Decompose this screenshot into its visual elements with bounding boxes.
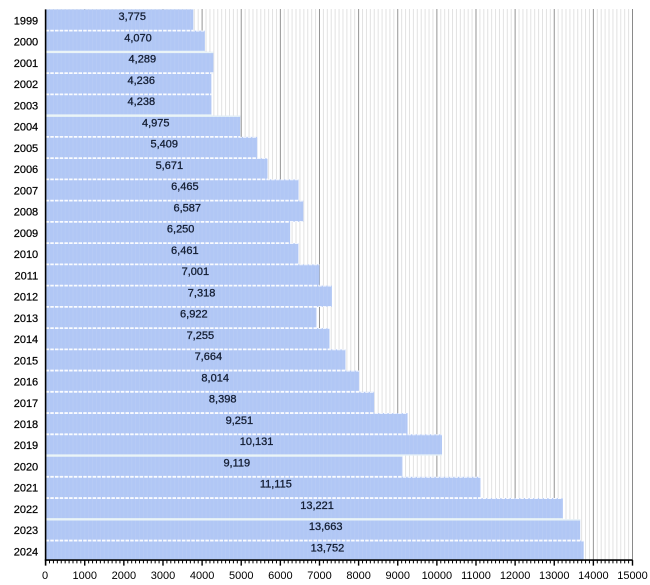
svg-text:4,070: 4,070 [124, 32, 152, 44]
svg-text:7000: 7000 [307, 570, 331, 580]
svg-text:4,238: 4,238 [128, 96, 156, 108]
svg-text:9000: 9000 [385, 570, 409, 580]
svg-text:2023: 2023 [14, 525, 38, 537]
svg-text:3,775: 3,775 [118, 11, 146, 23]
svg-text:2003: 2003 [14, 100, 38, 112]
svg-text:8,398: 8,398 [209, 394, 237, 406]
svg-text:8000: 8000 [346, 570, 370, 580]
svg-text:5,409: 5,409 [150, 139, 178, 151]
svg-text:2012: 2012 [14, 292, 38, 304]
svg-text:13000: 13000 [539, 570, 570, 580]
svg-text:2015: 2015 [14, 355, 38, 367]
svg-text:4,289: 4,289 [129, 54, 157, 66]
svg-text:2018: 2018 [14, 419, 38, 431]
svg-text:2013: 2013 [14, 313, 38, 325]
svg-text:9,119: 9,119 [223, 457, 250, 469]
svg-text:6,461: 6,461 [171, 245, 199, 257]
svg-text:2002: 2002 [14, 79, 38, 91]
svg-text:11,115: 11,115 [260, 479, 292, 491]
svg-text:7,664: 7,664 [195, 351, 223, 363]
svg-text:2019: 2019 [14, 440, 38, 452]
svg-text:2010: 2010 [14, 249, 38, 261]
svg-text:2005: 2005 [14, 143, 38, 155]
svg-text:6000: 6000 [268, 570, 292, 580]
svg-text:2011: 2011 [15, 270, 39, 282]
svg-text:3000: 3000 [151, 570, 175, 580]
svg-text:2009: 2009 [14, 228, 38, 240]
svg-text:9,251: 9,251 [226, 415, 254, 427]
svg-text:2000: 2000 [112, 570, 136, 580]
svg-text:13,752: 13,752 [311, 542, 345, 554]
svg-text:11000: 11000 [461, 570, 491, 580]
svg-text:1999: 1999 [14, 15, 38, 27]
svg-text:12000: 12000 [500, 570, 531, 580]
svg-text:13,221: 13,221 [300, 500, 334, 512]
svg-text:8,014: 8,014 [201, 372, 229, 384]
svg-text:10000: 10000 [422, 570, 453, 580]
svg-text:4000: 4000 [190, 570, 214, 580]
svg-text:6,250: 6,250 [167, 224, 195, 236]
svg-text:7,255: 7,255 [187, 330, 215, 342]
svg-text:4,975: 4,975 [142, 117, 170, 129]
svg-text:2017: 2017 [14, 398, 38, 410]
svg-text:2004: 2004 [14, 122, 38, 134]
svg-text:6,587: 6,587 [173, 202, 201, 214]
svg-text:6,922: 6,922 [180, 309, 208, 321]
svg-text:13,663: 13,663 [309, 521, 343, 533]
svg-text:2007: 2007 [14, 185, 38, 197]
svg-text:1000: 1000 [72, 570, 96, 580]
svg-text:2021: 2021 [14, 483, 38, 495]
svg-text:2022: 2022 [14, 504, 38, 516]
svg-text:7,318: 7,318 [188, 287, 216, 299]
svg-text:4,236: 4,236 [128, 75, 156, 87]
svg-text:2024: 2024 [14, 546, 38, 558]
svg-text:2000: 2000 [14, 37, 38, 49]
svg-text:2006: 2006 [14, 164, 38, 176]
svg-text:10,131: 10,131 [240, 436, 274, 448]
svg-text:5000: 5000 [229, 570, 253, 580]
svg-text:2001: 2001 [14, 58, 38, 70]
svg-text:6,465: 6,465 [171, 181, 199, 193]
svg-text:2016: 2016 [14, 377, 38, 389]
svg-text:2008: 2008 [14, 207, 38, 219]
svg-text:2020: 2020 [14, 461, 38, 473]
svg-text:0: 0 [42, 570, 48, 580]
svg-text:2014: 2014 [14, 334, 38, 346]
svg-text:14000: 14000 [578, 570, 609, 580]
svg-text:7,001: 7,001 [182, 266, 210, 278]
svg-text:5,671: 5,671 [156, 160, 184, 172]
svg-text:15000: 15000 [617, 570, 648, 580]
